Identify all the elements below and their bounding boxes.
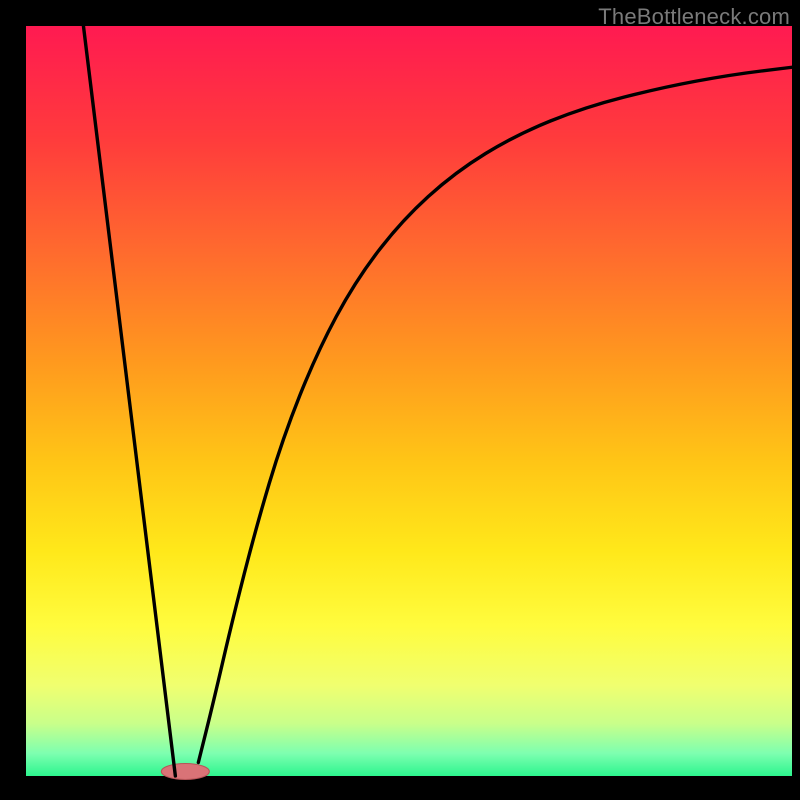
chart-container: TheBottleneck.com: [0, 0, 800, 800]
chart-svg: [0, 0, 800, 800]
plot-background: [26, 26, 792, 776]
watermark-text: TheBottleneck.com: [598, 4, 790, 30]
baseline-marker: [161, 764, 209, 780]
